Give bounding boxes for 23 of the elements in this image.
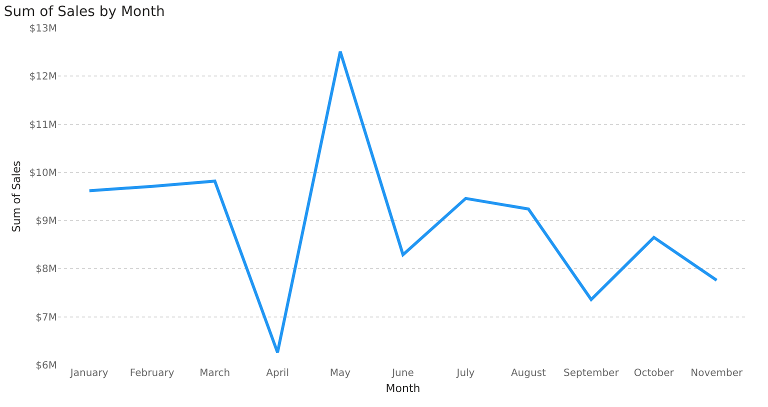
chart-title: Sum of Sales by Month: [4, 4, 165, 20]
x-tick-label: May: [330, 368, 351, 379]
x-tick-label: July: [456, 368, 475, 379]
x-axis-title: Month: [386, 382, 420, 396]
y-tick-label: $11M: [29, 120, 57, 131]
x-tick-label: November: [690, 368, 744, 379]
y-tick-label: $12M: [29, 72, 57, 83]
line-series: [88, 50, 718, 354]
x-tick-label: October: [634, 368, 675, 379]
y-tick-label: $7M: [36, 312, 57, 324]
x-tick-label: April: [266, 368, 289, 379]
y-tick-label: $13M: [29, 24, 57, 34]
x-tick-label: June: [391, 368, 414, 379]
x-tick-label: August: [510, 368, 546, 379]
y-tick-label: $9M: [36, 216, 57, 228]
x-tick-label: January: [69, 368, 108, 379]
y-tick-label: $10M: [29, 168, 57, 179]
y-axis-title: Sum of Sales: [10, 160, 23, 232]
x-tick-label: September: [564, 368, 620, 379]
x-tick-label: March: [200, 368, 230, 379]
y-tick-label: $6M: [36, 360, 57, 372]
x-tick-label: February: [130, 368, 174, 379]
y-tick-label: $8M: [36, 264, 57, 276]
